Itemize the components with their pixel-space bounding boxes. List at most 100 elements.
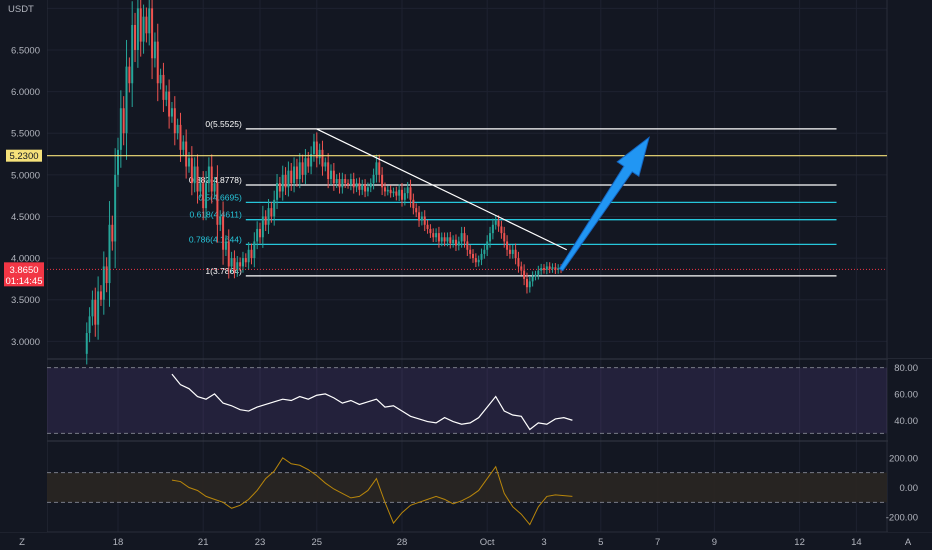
cci-band-background [47,472,887,503]
projection-arrow[interactable] [558,136,650,272]
candle-body [264,216,267,225]
candle-body [489,233,492,242]
candle-body [142,16,145,42]
highlight-level-badge-text: 5.2300 [9,151,38,162]
candle-body [537,270,540,275]
rsi-tick-label: 60.00 [894,389,918,400]
candle-body [375,162,378,175]
candle-body [557,268,560,270]
current-price-badge [4,262,44,287]
candle-body [491,224,494,234]
candle-body [395,191,398,196]
candle-body [531,276,534,282]
price-tick-label: 4.5000 [11,212,40,223]
candle-body [457,241,460,246]
candle-body [389,189,392,194]
candle-body [256,228,259,242]
candle-body [244,258,247,263]
candle-body [196,166,199,192]
candle-body [270,208,273,217]
candle-body [108,224,111,284]
candle-body [122,108,125,134]
candle-body [511,249,514,254]
candle-body [330,170,332,179]
price-tick-label: 5.5000 [11,129,40,140]
candle-body [281,174,284,192]
candle-body [551,267,554,269]
candle-body [443,237,446,242]
rsi-pane [47,367,887,434]
candle-body [366,187,369,192]
candle-body [525,278,528,288]
rsi-line [171,373,573,431]
highlight-level-badge [6,149,42,162]
fib-level-label: 0.382(4.8778) [189,175,242,185]
candle-body [386,189,389,192]
grid [0,0,932,533]
time-tick-label: 3 [541,537,546,548]
candle-body [293,166,296,184]
candle-body [381,174,384,188]
rsi-tick-label: 80.00 [894,363,918,374]
time-tick-label: 28 [397,537,408,548]
cci-tick-label: 200.00 [889,453,918,464]
candle-body [91,299,94,317]
cci-tick-label: 0.00 [900,483,919,494]
candle-body [219,216,222,225]
candle-body [423,216,426,225]
candle-body [159,74,162,84]
candle-body [514,249,517,259]
candle-body [543,268,545,270]
candle-body [500,226,503,234]
candle-body [358,183,361,190]
candle-body [520,266,523,271]
candle-body [99,291,102,300]
candle-body [517,258,520,267]
candle-body [361,184,364,190]
candle-body [383,187,386,192]
candle-body [290,170,293,184]
price-tick-label: 4.0000 [11,254,40,265]
candle-body [477,259,480,263]
candle-body [452,239,455,244]
candle-body [131,24,134,84]
cci-line [171,457,573,526]
candle-body [497,220,500,227]
candle-body [168,91,171,117]
candle-body [278,183,281,192]
price-tick-label: 6.0000 [11,87,40,98]
candle-body [324,162,327,167]
candle-body [503,233,506,242]
candle-body [105,266,108,284]
candle-body [88,316,91,334]
rsi-band-background [47,367,887,434]
trendline[interactable] [316,128,567,251]
candle-body [179,124,182,150]
candlestick-series [85,0,563,365]
candle-body [409,187,412,200]
indicator-axis-background [888,359,932,532]
candle-body [446,237,449,242]
drawings[interactable] [47,128,887,272]
price-tick-label: 6.5000 [11,45,40,56]
candle-body [315,141,318,159]
candle-body [298,162,301,179]
candle-body [165,91,168,100]
time-tick-label: 23 [255,537,266,548]
time-tick-label: 14 [851,537,862,548]
candle-body [528,281,531,288]
candle-body [111,224,114,242]
candle-body [153,41,156,59]
candle-body [508,249,511,254]
fib-level-label: 0(5.5525) [205,119,242,129]
corner-left-label: Z [19,537,25,548]
candle-body [148,8,151,34]
candle-body [114,174,117,242]
fibonacci-retracement[interactable]: 0(5.5525) 0.382(4.8778) 0.5(4.6695) 0.618(4… [189,119,837,277]
time-tick-label: 12 [794,537,805,548]
candle-body [97,291,100,325]
time-tick-label: 7 [655,537,660,548]
